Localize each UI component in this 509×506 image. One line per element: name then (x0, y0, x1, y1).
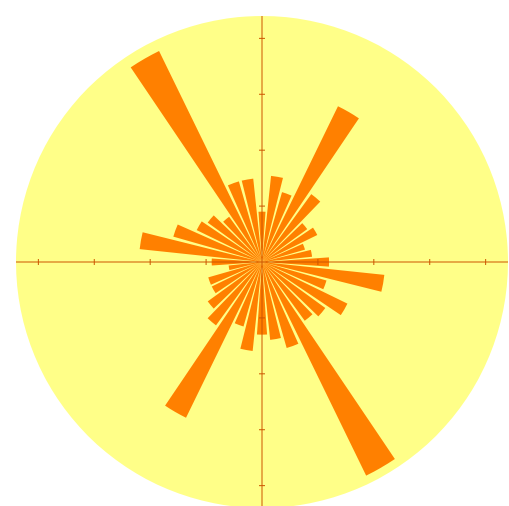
wedge (208, 262, 262, 285)
wedge (262, 262, 385, 292)
wedge (240, 262, 262, 351)
wedge (262, 227, 318, 262)
wedge (262, 262, 313, 321)
wedge (207, 215, 262, 262)
wedge (262, 262, 326, 317)
wedge (262, 243, 305, 262)
wedge (211, 262, 262, 294)
wedge (262, 106, 359, 262)
wedge (207, 262, 262, 309)
wedge (262, 194, 321, 262)
wedge (262, 192, 292, 262)
wedge (228, 262, 262, 271)
wedge (173, 224, 262, 262)
wedge (262, 262, 299, 348)
wedge (165, 262, 262, 418)
wedge (262, 175, 283, 262)
wedge (262, 249, 313, 262)
wedge (139, 232, 262, 262)
wedge (227, 181, 262, 262)
wedge (262, 262, 348, 316)
wedge (223, 216, 262, 262)
wedge (130, 50, 262, 263)
wedge (207, 262, 262, 326)
wedge (262, 262, 395, 476)
wedge (262, 262, 327, 290)
wedge (241, 178, 262, 262)
wedge (196, 221, 262, 262)
wedge (262, 223, 308, 262)
wedge (262, 262, 281, 340)
wedge (234, 262, 262, 327)
